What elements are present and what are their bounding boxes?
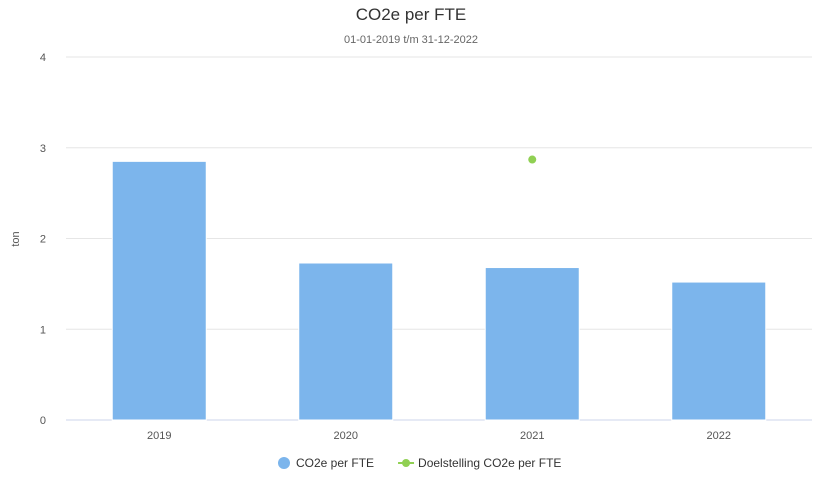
- legend[interactable]: CO2e per FTE Doelstelling CO2e per FTE: [278, 456, 561, 470]
- tick-labels: 0 1 2 3 4 2019 2020 2021 2022: [40, 52, 731, 442]
- bar[interactable]: [298, 262, 394, 421]
- bar[interactable]: [671, 281, 767, 421]
- legend-label: CO2e per FTE: [296, 456, 374, 470]
- legend-symbol-point: [402, 459, 411, 467]
- legend-item[interactable]: Doelstelling CO2e per FTE: [398, 456, 561, 470]
- chart-subtitle: 01-01-2019 t/m 31-12-2022: [344, 34, 478, 46]
- y-axis-label: ton: [10, 231, 22, 246]
- x-tick-label: 2022: [707, 430, 731, 442]
- x-tick-label: 2019: [147, 430, 171, 442]
- target-point[interactable]: [528, 155, 537, 164]
- legend-item[interactable]: CO2e per FTE: [278, 456, 374, 470]
- bar[interactable]: [484, 267, 580, 421]
- bars: [111, 160, 767, 421]
- y-tick-label: 4: [40, 52, 46, 64]
- target-points: [528, 155, 537, 164]
- y-tick-label: 3: [40, 143, 46, 155]
- chart-title: CO2e per FTE: [356, 5, 467, 24]
- y-tick-label: 2: [40, 234, 46, 246]
- legend-symbol-circle: [278, 457, 290, 469]
- bar[interactable]: [111, 160, 207, 421]
- y-tick-label: 0: [40, 415, 46, 427]
- y-tick-label: 1: [40, 324, 46, 336]
- x-tick-label: 2020: [334, 430, 358, 442]
- x-tick-label: 2021: [520, 430, 544, 442]
- legend-label: Doelstelling CO2e per FTE: [418, 456, 561, 470]
